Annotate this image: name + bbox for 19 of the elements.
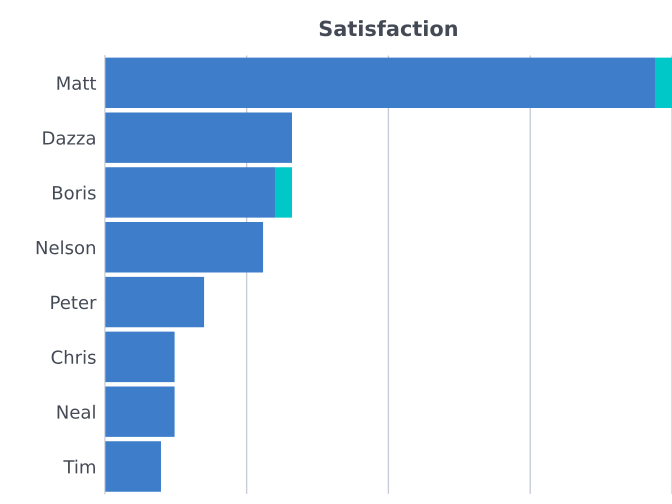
bar <box>104 441 161 492</box>
bar <box>104 332 175 382</box>
y-tick-label: Nelson <box>36 240 95 254</box>
bar <box>104 58 655 108</box>
y-tick-label: Boris <box>52 186 96 200</box>
chart-title: Satisfaction <box>320 20 457 36</box>
bar <box>104 167 275 218</box>
bar <box>104 386 175 437</box>
y-tick-label: Chris <box>52 350 96 364</box>
y-tick-label: Matt <box>57 76 96 90</box>
bar <box>654 58 672 108</box>
bar <box>274 167 292 218</box>
bar <box>104 222 264 272</box>
y-tick-label: Dazza <box>43 131 95 145</box>
bar <box>104 276 204 328</box>
y-tick-label: Peter <box>51 296 96 310</box>
y-tick-label: Neal <box>58 404 95 419</box>
bar <box>104 112 292 163</box>
y-tick-label: Tim <box>63 460 95 474</box>
